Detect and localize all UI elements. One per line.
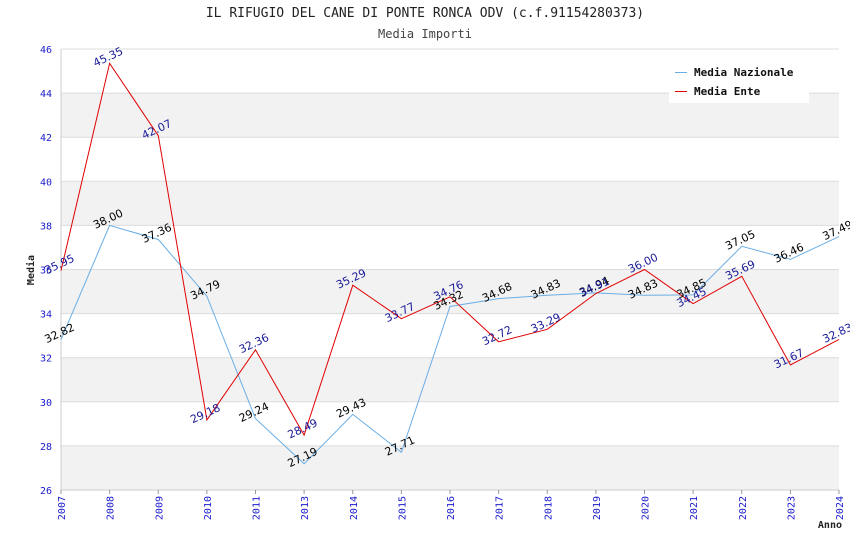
- x-tick-label: 2007: [57, 496, 68, 520]
- x-tick-label: 2013: [300, 496, 311, 520]
- x-tick-label: 2015: [397, 496, 408, 520]
- x-tick-label: 2010: [203, 496, 214, 520]
- grid-band: [61, 401, 839, 446]
- x-axis-label: Anno: [818, 520, 842, 531]
- y-tick-label: 46: [40, 45, 52, 56]
- x-tick-label: 2023: [786, 496, 797, 520]
- legend: Media Nazionale Media Ente: [669, 61, 809, 103]
- y-axis-ticks: 26 28 30 32 34 36 38 40 42 44 46: [40, 45, 52, 497]
- grid-bands: [60, 48, 839, 491]
- y-tick-label: 38: [40, 221, 52, 232]
- legend-item-media-ente: Media Ente: [669, 82, 809, 101]
- x-tick-label: 2011: [252, 496, 263, 520]
- x-tick-label: 2019: [592, 496, 603, 520]
- x-tick-label: 2008: [106, 496, 117, 520]
- y-tick-label: 36: [40, 266, 52, 277]
- grid-band: [61, 225, 839, 270]
- series-lines: [60, 62, 840, 465]
- legend-swatch: [675, 72, 687, 73]
- x-tick-label: 2020: [641, 496, 652, 520]
- x-tick-label: 2016: [446, 496, 457, 520]
- grid-band: [61, 137, 839, 182]
- y-tick-label: 26: [40, 486, 52, 497]
- series-line: [60, 224, 840, 465]
- legend-label: Media Nazionale: [694, 66, 794, 79]
- y-tick-label: 30: [40, 398, 52, 409]
- legend-label: Media Ente: [694, 85, 761, 98]
- x-tick-label: 2009: [154, 496, 165, 520]
- series-line: [60, 62, 840, 437]
- chart-title: IL RIFUGIO DEL CANE DI PONTE RONCA ODV (…: [205, 6, 645, 21]
- y-tick-label: 44: [40, 89, 52, 100]
- y-tick-label: 32: [40, 354, 52, 365]
- y-tick-label: 28: [40, 442, 52, 453]
- x-tick-label: 2021: [689, 496, 700, 520]
- grid-band: [61, 181, 839, 226]
- y-tick-label: 42: [40, 133, 52, 144]
- legend-swatch: [675, 91, 687, 92]
- grid-band: [61, 445, 839, 490]
- legend-item-media-nazionale: Media Nazionale: [669, 63, 809, 82]
- chart-subtitle: Media Importi: [378, 27, 472, 41]
- grid-band: [61, 313, 839, 358]
- grid-band: [61, 357, 839, 402]
- y-axis-label: Media: [25, 255, 37, 285]
- x-tick-label: 2017: [495, 496, 506, 520]
- y-tick-label: 40: [40, 177, 52, 188]
- y-tick-label: 34: [40, 310, 52, 321]
- x-tick-label: 2018: [543, 496, 554, 520]
- x-tick-label: 2024: [835, 496, 846, 520]
- x-tick-label: 2022: [738, 496, 749, 520]
- x-axis-ticks: 2007 2008 2009 2010 2011 2013 2014 2015 2016 2017…: [57, 490, 846, 520]
- x-tick-label: 2014: [349, 496, 360, 520]
